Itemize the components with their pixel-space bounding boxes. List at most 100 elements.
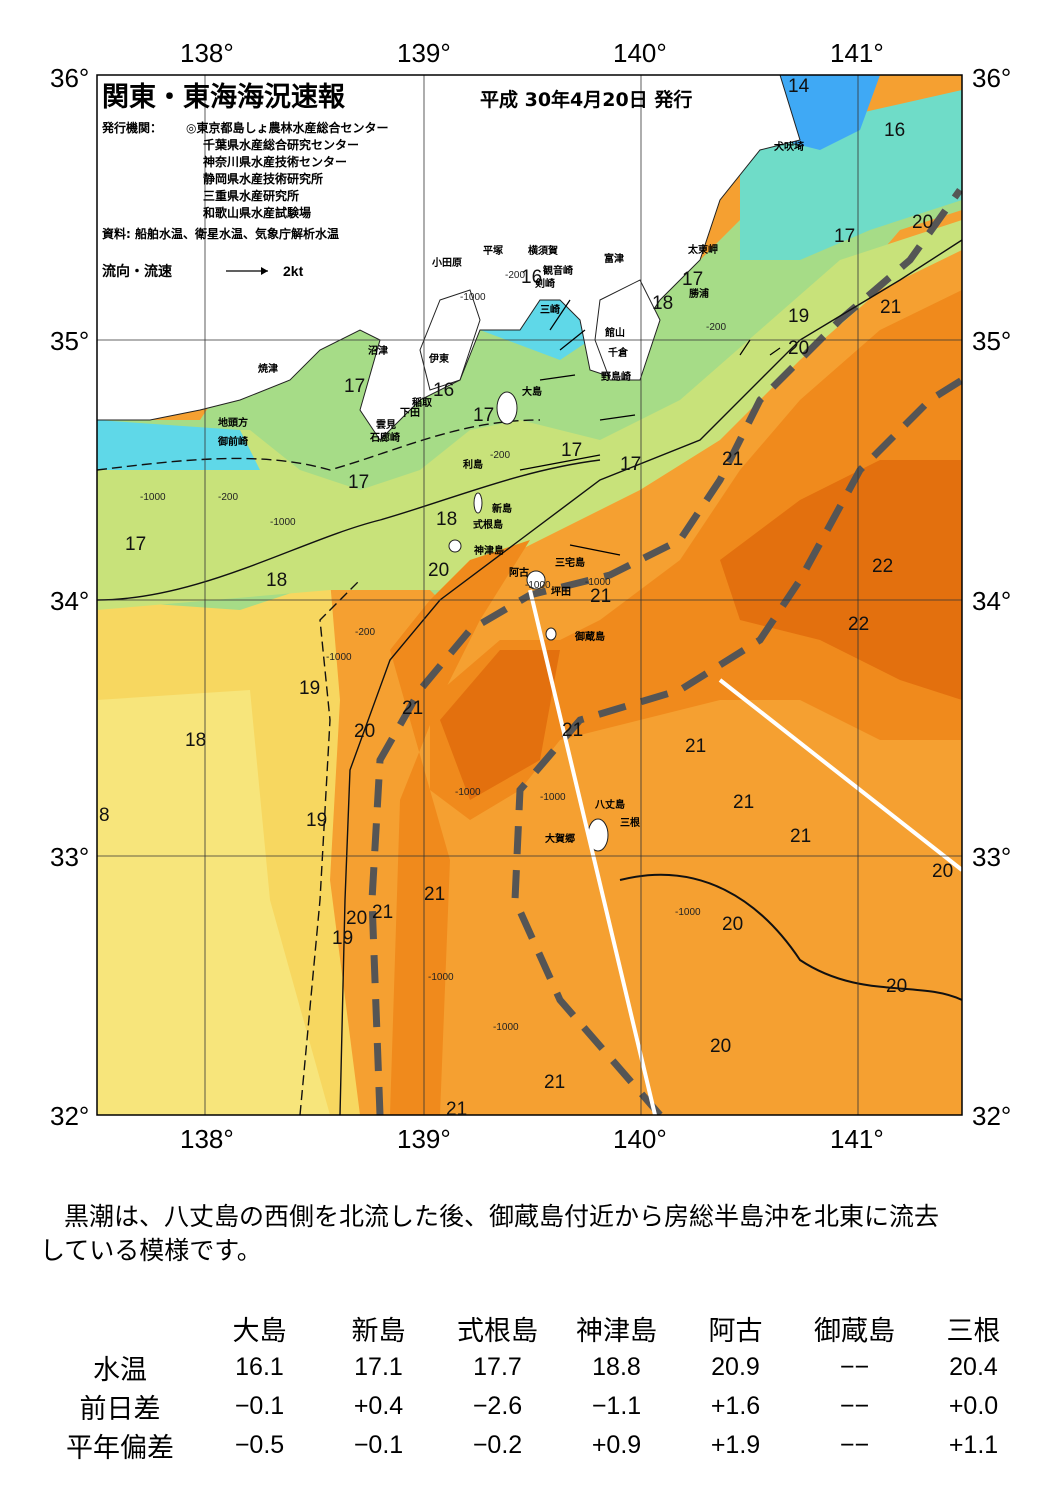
table-header-station: 阿古 bbox=[708, 1315, 763, 1347]
place-label: 小田原 bbox=[431, 256, 462, 269]
land bbox=[96, 74, 801, 852]
isobath-label: -200 bbox=[355, 627, 375, 638]
sst-label: 19 bbox=[306, 810, 327, 831]
current-arrow bbox=[549, 299, 571, 331]
lat-label-left: 32° bbox=[50, 1101, 89, 1131]
place-label: 富津 bbox=[604, 252, 624, 265]
current-arrow bbox=[739, 339, 751, 356]
map-frame bbox=[96, 74, 963, 1116]
table-header-station: 新島 bbox=[351, 1315, 406, 1347]
current-arrow bbox=[599, 414, 636, 421]
row-label: 水温 bbox=[93, 1355, 147, 1386]
kuroshio-axis-outer bbox=[511, 377, 962, 1115]
niijima-island bbox=[473, 492, 483, 514]
table-cell: 20.9 bbox=[711, 1353, 760, 1381]
kuroshio-axis bbox=[368, 187, 962, 1115]
current-arrow bbox=[539, 374, 576, 381]
place-label: 阿古 bbox=[509, 566, 529, 579]
place-label: 神津島 bbox=[474, 544, 504, 557]
issuer-item: 和歌山県水産試験場 bbox=[202, 205, 311, 220]
lon-label-bottom: 138° bbox=[180, 1124, 234, 1154]
table-cell: +0.9 bbox=[591, 1431, 642, 1459]
isotherm-17 bbox=[97, 419, 541, 471]
lat-label-right: 36° bbox=[972, 63, 1011, 93]
sst-21-field bbox=[430, 290, 962, 820]
issuer-item: 三重県水産研究所 bbox=[203, 188, 299, 203]
flow-scale-value: 2kt bbox=[283, 263, 304, 279]
sst-label: 17 bbox=[834, 226, 855, 247]
place-label: 館山 bbox=[604, 326, 625, 339]
place-label: 稲取 bbox=[412, 396, 433, 409]
place-label: 剣崎 bbox=[534, 277, 555, 290]
table-cell: −0.5 bbox=[234, 1431, 285, 1459]
table-corner bbox=[40, 1308, 200, 1348]
sst-label: 17 bbox=[682, 269, 703, 290]
place-label: 伊東 bbox=[428, 352, 449, 365]
lat-label-left: 35° bbox=[50, 326, 89, 356]
isobath-label: -1000 bbox=[455, 787, 481, 798]
sst-label: 17 bbox=[125, 534, 146, 555]
row-label: 前日差 bbox=[79, 1394, 161, 1425]
table-header-station: 御蔵島 bbox=[814, 1315, 895, 1347]
isotherm-19 bbox=[299, 579, 361, 1115]
lat-label-right: 35° bbox=[972, 326, 1011, 356]
issue-date: 平成 30年4月20日 発行 bbox=[480, 88, 692, 111]
sst-label: 19 bbox=[299, 678, 320, 699]
lon-label-top: 140° bbox=[613, 38, 667, 68]
table-row: 前日差 −0.1 +0.4 −2.6 −1.1 +1.6 −− +0.0 bbox=[40, 1387, 1033, 1426]
isotherms bbox=[97, 239, 962, 1115]
sst-label: 17 bbox=[348, 472, 369, 493]
current-vectors bbox=[519, 299, 781, 556]
sst-label: 19 bbox=[788, 306, 809, 327]
lon-label-top: 141° bbox=[830, 38, 884, 68]
current-arrow bbox=[559, 329, 586, 351]
table-cell: 17.1 bbox=[354, 1353, 403, 1381]
ship-tracks bbox=[528, 589, 964, 1116]
miyakejima-island bbox=[526, 570, 546, 590]
place-label: 雲見 bbox=[376, 419, 396, 431]
isobath-label: -1000 bbox=[675, 907, 701, 918]
sst-18-field bbox=[97, 690, 330, 1115]
observation-table: 大島 新島 式根島 神津島 阿古 御蔵島 三根 水温 16.1 17.1 17.… bbox=[40, 1308, 1033, 1465]
sst-22-west bbox=[440, 650, 560, 800]
place-label: 石廊崎 bbox=[369, 431, 400, 444]
table-cell: 16.1 bbox=[235, 1353, 284, 1381]
place-label: 三宅島 bbox=[555, 556, 585, 569]
sst-label: 20 bbox=[788, 338, 809, 359]
map-header: 関東・東海海況速報 平成 30年4月20日 発行 発行機関： ◎東京都島しょ農林… bbox=[101, 82, 692, 280]
isotherm-20-south bbox=[619, 873, 962, 1001]
sst-label: 21 bbox=[880, 297, 901, 318]
sst-label: 21 bbox=[733, 792, 754, 813]
current-arrow bbox=[519, 454, 601, 471]
sst-label: 16 bbox=[521, 267, 542, 288]
map-title: 関東・東海海況速報 bbox=[102, 82, 346, 113]
flow-legend-label: 流向・流速 bbox=[102, 263, 172, 280]
sst-label: 21 bbox=[562, 720, 583, 741]
lat-label-right: 33° bbox=[972, 842, 1011, 872]
data-source: 資料: 船舶水温、衛星水温、気象庁解析水温 bbox=[102, 226, 339, 241]
sst-label: 20 bbox=[912, 212, 933, 233]
sst-16-west bbox=[97, 420, 260, 470]
isotherm-20 bbox=[339, 239, 962, 1115]
isobath-label: -200 bbox=[218, 492, 238, 503]
table-row: 水温 16.1 17.1 17.7 18.8 20.9 −− 20.4 bbox=[40, 1348, 1033, 1387]
place-label: 三根 bbox=[620, 816, 640, 829]
table-cell: −1.1 bbox=[591, 1392, 642, 1420]
place-label: 下田 bbox=[400, 407, 420, 419]
lat-label-left: 36° bbox=[50, 63, 89, 93]
place-names: 小田原 平塚 横須賀 観音崎 剣崎 三崎 富津 館山 千倉 野島崎 太東岬 勝浦… bbox=[217, 140, 804, 845]
issuer-item: ◎東京都島しょ農林水産総合センター bbox=[186, 120, 388, 135]
sst-label: 20 bbox=[428, 560, 449, 581]
isobath-label: -1000 bbox=[540, 792, 566, 803]
flow-scale-arrowhead bbox=[261, 267, 268, 275]
isobath-label: -1000 bbox=[525, 580, 551, 591]
table-cell: +0.4 bbox=[353, 1392, 404, 1420]
place-label: 式根島 bbox=[473, 518, 503, 531]
graticule bbox=[97, 75, 962, 1115]
sst-label: 21 bbox=[722, 449, 743, 470]
table-cell: +0.0 bbox=[948, 1392, 999, 1420]
sst-label: 21 bbox=[402, 698, 423, 719]
place-label: 沼津 bbox=[368, 344, 388, 357]
table-cell: −2.6 bbox=[472, 1392, 523, 1420]
place-label: 地頭方 bbox=[218, 416, 248, 429]
